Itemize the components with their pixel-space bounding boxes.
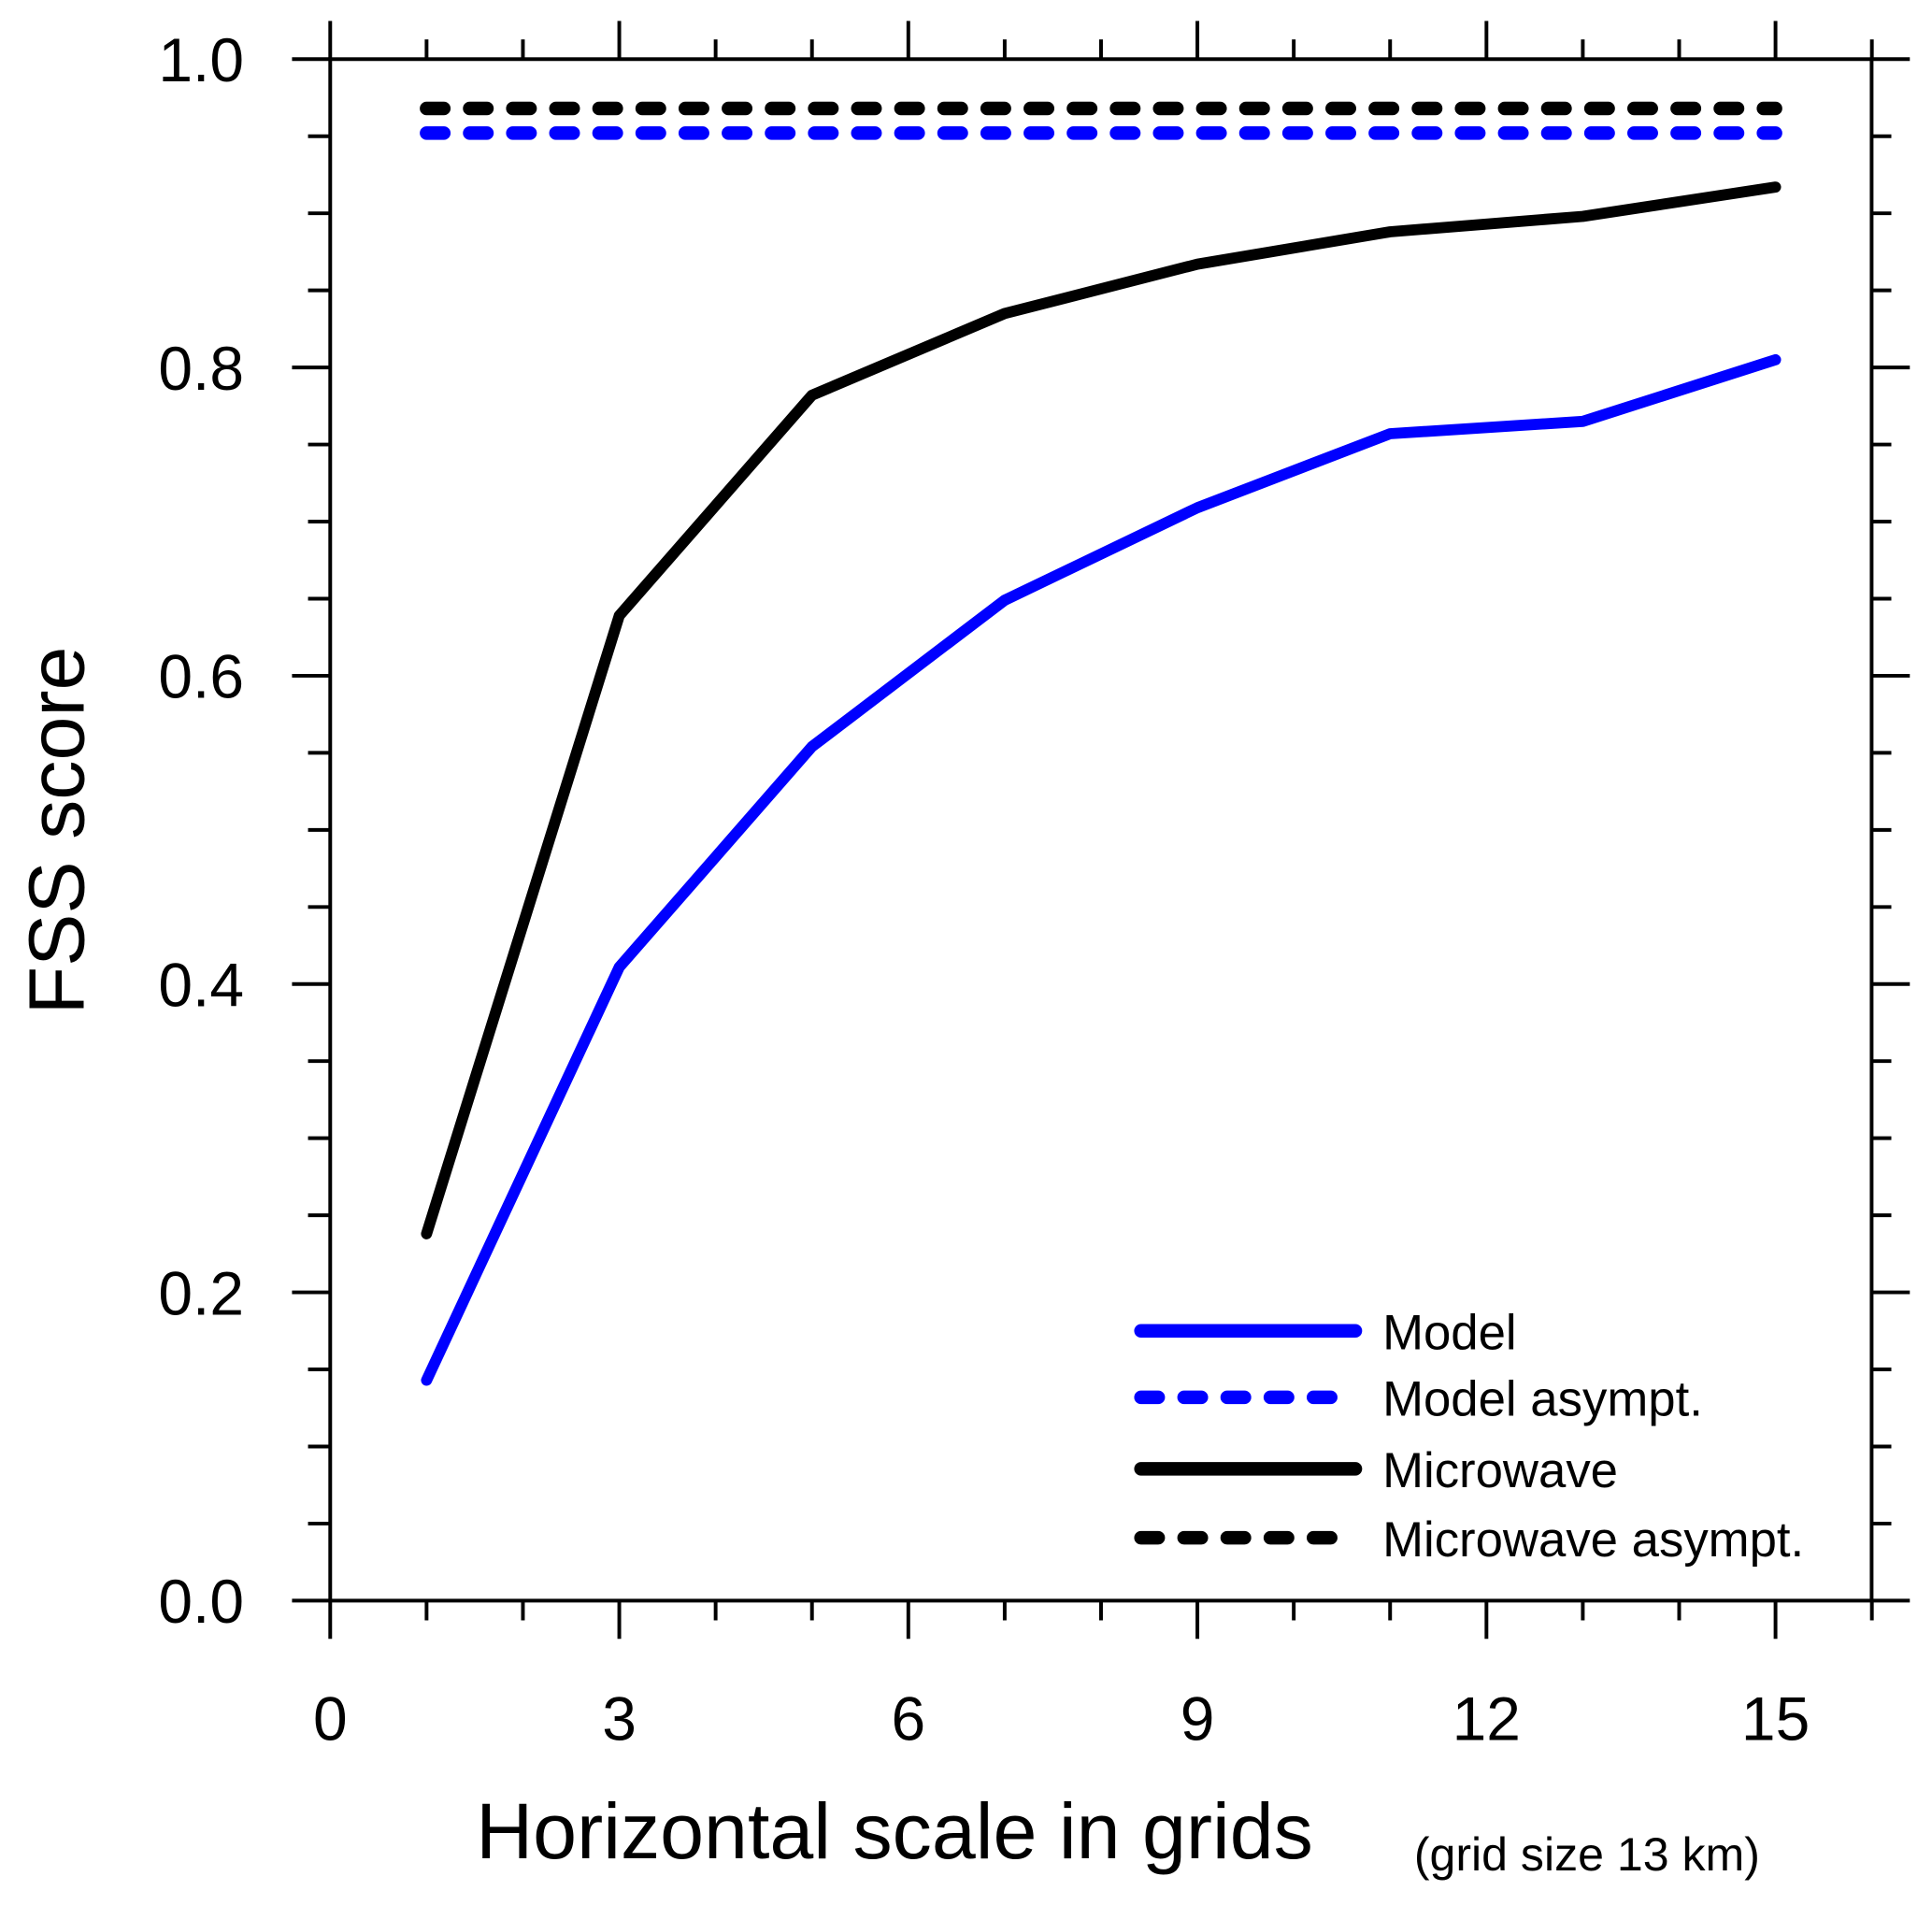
legend-label: Microwave <box>1382 1443 1618 1498</box>
x-tick-label: 3 <box>602 1683 637 1753</box>
y-axis-label: FSS score <box>13 647 101 1015</box>
y-tick-label: 0.4 <box>158 950 244 1019</box>
x-tick-label: 15 <box>1741 1683 1810 1753</box>
y-tick-label: 0.0 <box>158 1567 244 1636</box>
axis-ticks <box>292 21 1911 1640</box>
series-line-microwave <box>421 181 1782 1239</box>
x-axis-label: Horizontal scale in grids <box>476 1787 1313 1875</box>
x-tick-label: 12 <box>1453 1683 1521 1753</box>
x-tick-label: 6 <box>891 1683 925 1753</box>
legend-label: Model asympt. <box>1382 1372 1703 1427</box>
series-line-model <box>421 353 1782 1386</box>
y-tick-label: 0.6 <box>158 642 244 711</box>
tick-labels: 0.0 0.2 0.4 0.6 0.8 1.0 0 3 6 9 12 15 <box>158 25 1810 1753</box>
x-axis-label-note: (grid size 13 km) <box>1414 1828 1760 1881</box>
series-group <box>420 101 1782 1386</box>
legend: Model Model asympt. Microwave Microwave asy… <box>1134 1305 1804 1568</box>
y-tick-label: 0.2 <box>158 1258 244 1327</box>
legend-label: Model <box>1382 1305 1517 1360</box>
x-tick-label: 0 <box>313 1683 348 1753</box>
legend-label: Microwave asympt. <box>1382 1512 1804 1568</box>
plot-frame <box>328 57 1874 1603</box>
y-tick-label: 0.8 <box>158 334 244 403</box>
y-tick-label: 1.0 <box>158 25 244 94</box>
x-tick-label: 9 <box>1181 1683 1215 1753</box>
